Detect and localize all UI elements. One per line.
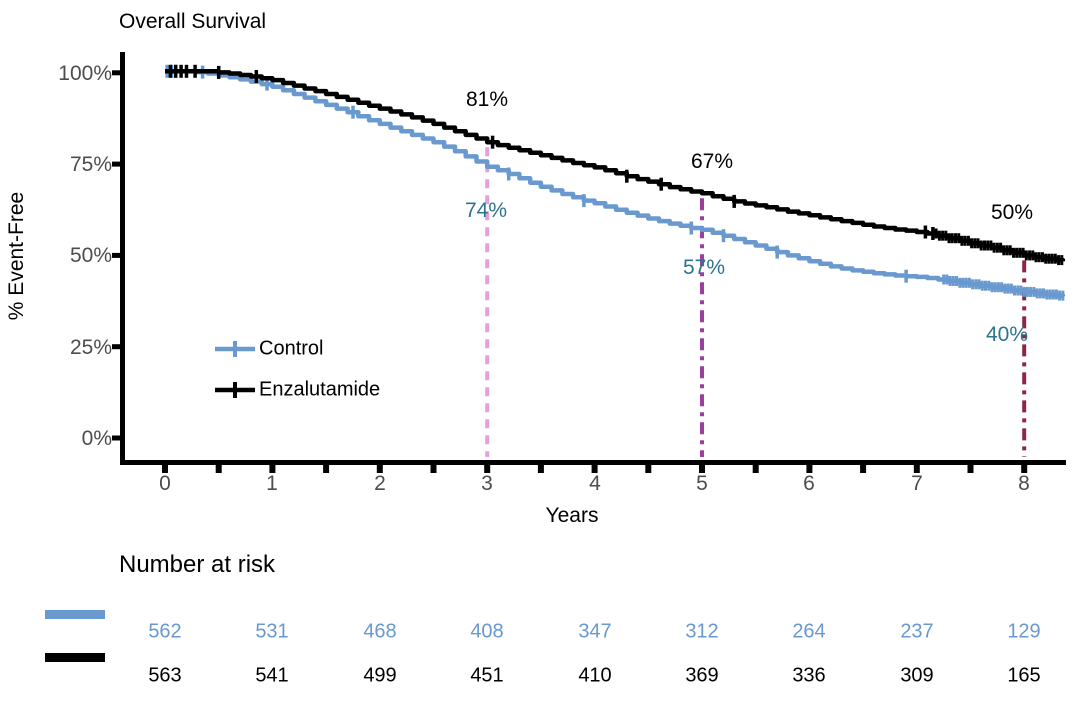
risk-count: 408 (470, 620, 504, 643)
legend-label-control: Control (259, 337, 324, 360)
risk-count: 563 (148, 664, 182, 687)
risk-count: 541 (255, 664, 289, 687)
risk-count: 468 (363, 620, 397, 643)
y-tick-label: 100% (58, 62, 112, 85)
x-tick-label: 4 (589, 472, 601, 495)
x-axis-title: Years (545, 504, 599, 527)
risk-count: 499 (363, 664, 397, 687)
chart-title: Overall Survival (119, 10, 267, 33)
risk-table-heading: Number at risk (119, 551, 276, 578)
risk-count: 347 (578, 620, 612, 643)
risk-count: 410 (578, 664, 612, 687)
x-tick-label: 0 (159, 472, 171, 495)
risk-count: 531 (255, 620, 289, 643)
milestone-label-enzalutamide-8yr: 50% (990, 201, 1034, 224)
x-tick-label: 5 (696, 472, 708, 495)
x-tick-label: 8 (1018, 472, 1030, 495)
legend-label-enzalutamide: Enzalutamide (259, 378, 381, 401)
y-tick-label: 50% (69, 244, 112, 267)
y-axis-title: % Event-Free (5, 191, 28, 321)
risk-count: 336 (792, 664, 826, 687)
y-tick-label: 25% (69, 336, 112, 359)
risk-count: 165 (1007, 664, 1041, 687)
x-tick-label: 3 (481, 472, 493, 495)
milestone-label-control-5yr: 57% (682, 256, 726, 279)
risk-count: 312 (685, 620, 719, 643)
x-tick-label: 6 (803, 472, 815, 495)
milestone-label-control-3yr: 74% (464, 199, 508, 222)
y-tick-label: 75% (69, 153, 112, 176)
risk-count: 369 (685, 664, 719, 687)
risk-count: 451 (470, 664, 504, 687)
risk-count: 264 (792, 620, 826, 643)
risk-count: 309 (900, 664, 934, 687)
milestone-label-enzalutamide-5yr: 67% (690, 150, 734, 173)
milestone-label-control-8yr: 40% (985, 323, 1029, 346)
risk-count: 129 (1007, 620, 1041, 643)
x-tick-label: 7 (911, 472, 923, 495)
risk-count: 237 (900, 620, 934, 643)
risk-count: 562 (148, 620, 182, 643)
x-tick-label: 1 (266, 472, 278, 495)
x-tick-label: 2 (374, 472, 386, 495)
y-tick-label: 0% (81, 427, 112, 450)
milestone-label-enzalutamide-3yr: 81% (465, 88, 509, 111)
